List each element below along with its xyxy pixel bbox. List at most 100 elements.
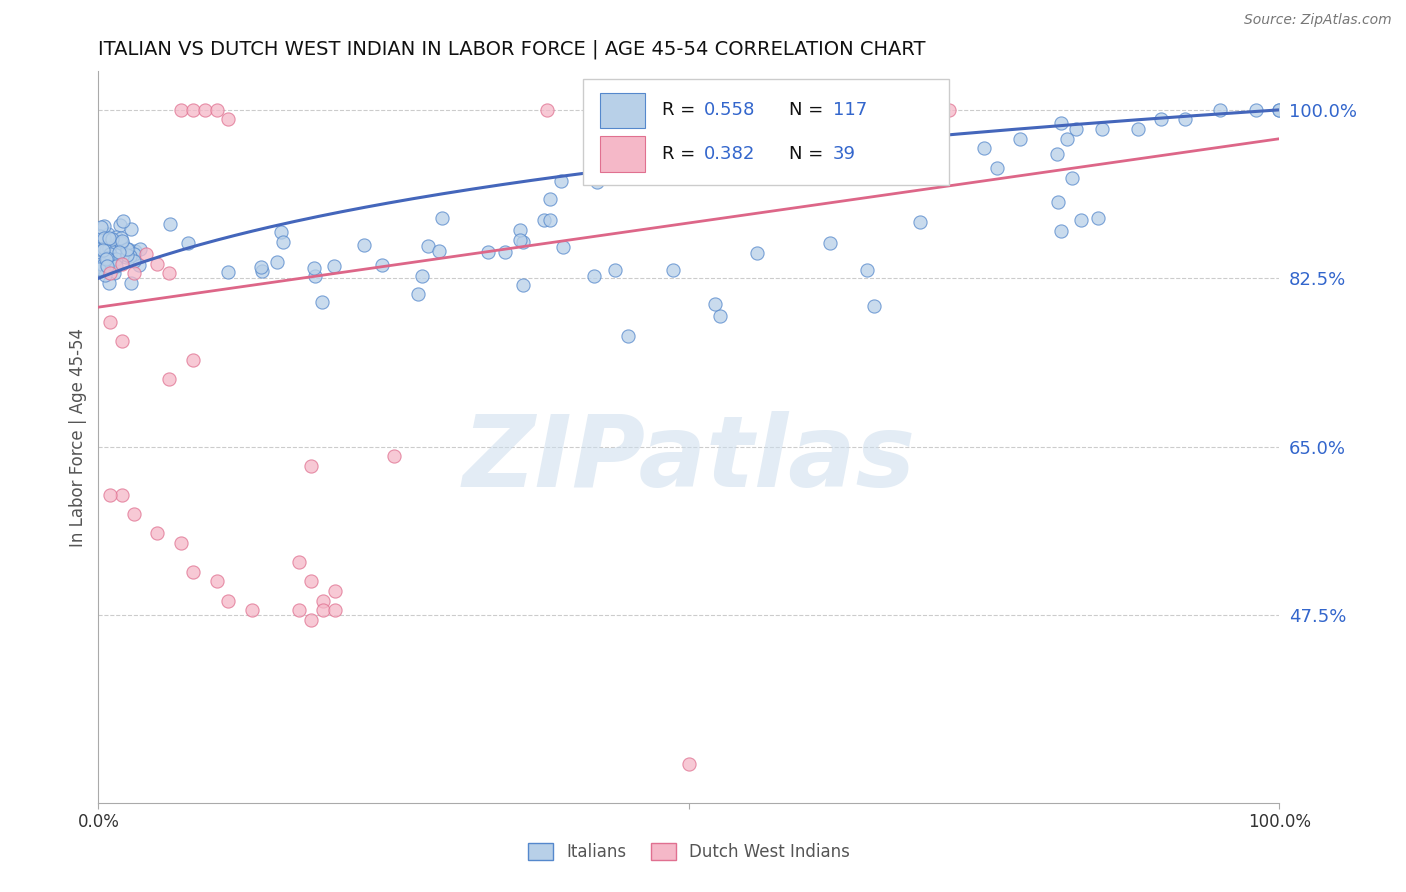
Text: N =: N = (789, 101, 830, 120)
Point (538, 192, 561, 206)
Point (94, 268, 117, 283)
Point (512, 277, 534, 292)
Point (323, 603, 346, 617)
Point (96, 257, 118, 271)
Point (117, 242, 139, 256)
Point (288, 603, 311, 617)
Point (617, 329, 640, 343)
Point (477, 245, 499, 260)
Point (97, 241, 120, 255)
Point (98, 488, 121, 502)
Point (1126, 122, 1149, 136)
Point (745, 246, 768, 260)
Point (91, 244, 114, 258)
Point (270, 225, 292, 239)
Text: N =: N = (789, 145, 830, 163)
Point (170, 103, 193, 117)
Point (512, 235, 534, 249)
Point (709, 309, 731, 323)
Point (312, 603, 335, 617)
Point (266, 255, 288, 269)
Point (120, 222, 142, 236)
Point (205, 574, 228, 589)
Point (1008, 132, 1031, 146)
Point (585, 175, 607, 189)
Point (217, 265, 239, 279)
Point (1268, 103, 1291, 117)
Point (87, 242, 110, 256)
Point (1046, 147, 1069, 161)
Point (181, 103, 204, 117)
Point (856, 263, 879, 277)
Point (304, 269, 326, 284)
Point (89, 228, 111, 243)
FancyBboxPatch shape (582, 78, 949, 185)
Point (98, 240, 121, 254)
Point (98, 247, 121, 261)
Point (104, 229, 127, 244)
Point (181, 565, 204, 579)
Point (97, 227, 120, 242)
Point (432, 211, 454, 225)
FancyBboxPatch shape (600, 136, 645, 171)
Point (98, 315, 121, 329)
Point (509, 223, 531, 237)
Point (411, 268, 433, 283)
Point (382, 450, 405, 464)
Point (903, 169, 925, 183)
Point (87, 251, 110, 265)
Point (159, 217, 181, 231)
Point (170, 536, 193, 550)
Point (509, 233, 531, 247)
Point (157, 267, 180, 281)
Point (1062, 171, 1084, 186)
Point (93, 231, 115, 245)
Point (101, 232, 124, 246)
Point (678, 757, 700, 772)
Text: 117: 117 (832, 101, 868, 120)
Point (111, 234, 134, 248)
Point (429, 244, 451, 258)
Point (122, 507, 145, 521)
Point (1046, 194, 1069, 209)
Point (818, 236, 841, 251)
Legend: Italians, Dutch West Indians: Italians, Dutch West Indians (522, 836, 856, 868)
Point (181, 353, 204, 368)
FancyBboxPatch shape (600, 93, 645, 128)
Point (104, 252, 127, 267)
Point (177, 235, 200, 250)
Text: ITALIAN VS DUTCH WEST INDIAN IN LABOR FORCE | AGE 45-54 CORRELATION CHART: ITALIAN VS DUTCH WEST INDIAN IN LABOR FO… (98, 39, 927, 59)
Point (98, 256, 121, 270)
Text: 0.558: 0.558 (704, 101, 755, 120)
Point (973, 141, 995, 155)
Point (111, 214, 134, 228)
Point (103, 266, 125, 280)
Point (124, 253, 146, 268)
Text: R =: R = (662, 101, 700, 120)
Point (1150, 112, 1173, 127)
Text: R =: R = (662, 145, 700, 163)
Point (536, 103, 558, 117)
Point (299, 458, 322, 473)
Point (115, 248, 138, 262)
Point (128, 242, 150, 256)
Point (914, 151, 936, 165)
Point (205, 103, 228, 117)
Point (96, 243, 118, 257)
Point (87, 233, 110, 247)
Point (890, 103, 912, 117)
Text: 0.382: 0.382 (704, 145, 755, 163)
Point (1244, 103, 1267, 117)
Point (553, 240, 575, 254)
Point (288, 555, 311, 569)
Point (312, 593, 335, 607)
Point (322, 259, 344, 273)
Point (122, 267, 145, 281)
Point (250, 260, 273, 274)
Point (96, 251, 118, 265)
Point (311, 295, 333, 310)
Point (107, 235, 129, 250)
Point (98, 267, 121, 281)
Point (1209, 103, 1232, 117)
Point (250, 264, 273, 278)
